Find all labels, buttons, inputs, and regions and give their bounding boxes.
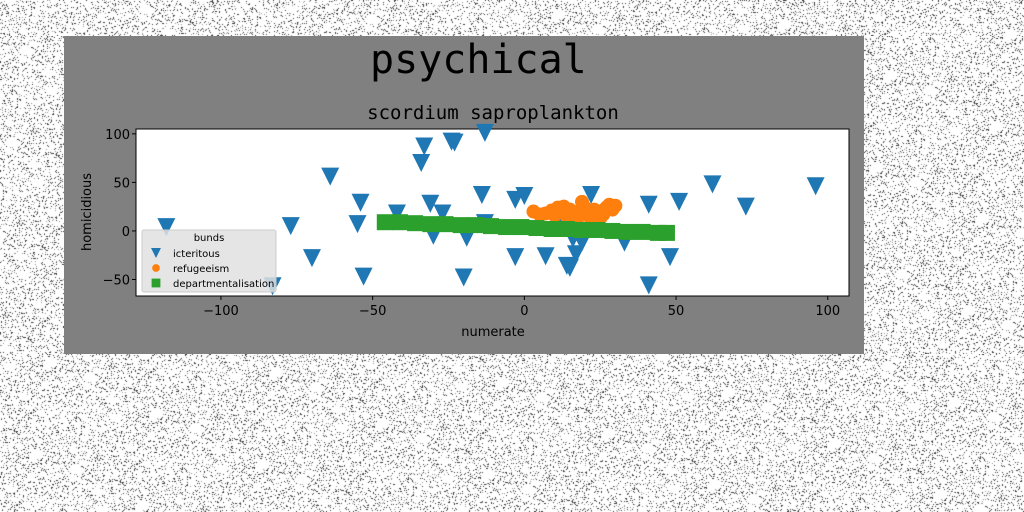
data-point-icteritous: [421, 194, 440, 213]
figure-title: psychical: [370, 37, 587, 83]
data-point-departmentalisation: [558, 221, 575, 238]
data-point-departmentalisation: [407, 215, 424, 232]
data-point-icteritous: [506, 248, 525, 267]
data-point-icteritous: [412, 153, 431, 172]
data-point-departmentalisation: [574, 221, 591, 238]
data-point-refugeeism: [547, 208, 562, 223]
y-tick-label: 100: [105, 128, 130, 143]
legend-box: [141, 229, 277, 293]
data-point-icteritous: [536, 247, 555, 266]
x-axis: −100 −50 0 50 100: [203, 296, 840, 319]
data-point-departmentalisation: [422, 216, 439, 233]
data-point-icteritous: [281, 217, 300, 236]
data-point-icteritous: [582, 186, 601, 205]
data-point-icteritous: [566, 245, 585, 264]
data-point-icteritous: [387, 204, 406, 223]
data-point-departmentalisation: [658, 224, 675, 241]
chart-title: scordium saproplankton: [367, 102, 619, 124]
y-tick-label: −50: [103, 273, 130, 288]
data-point-icteritous: [348, 215, 367, 234]
data-point-refugeeism: [562, 202, 577, 217]
data-point-icteritous: [157, 218, 176, 237]
data-point-icteritous: [573, 233, 592, 252]
data-point-icteritous: [639, 195, 658, 214]
data-point-departmentalisation: [452, 217, 469, 234]
x-tick-label: 100: [815, 304, 840, 319]
data-point-departmentalisation: [528, 220, 545, 237]
data-point-departmentalisation: [482, 218, 499, 235]
data-point-icteritous: [433, 204, 452, 223]
data-point-icteritous: [321, 167, 340, 186]
legend-label: refugeeism: [173, 264, 229, 275]
data-point-icteritous: [806, 177, 825, 196]
x-tick-label: −50: [359, 304, 386, 319]
x-tick-label: −100: [203, 304, 239, 319]
data-point-icteritous: [736, 197, 755, 216]
data-point-departmentalisation: [634, 223, 651, 240]
x-tick-label: 50: [668, 304, 685, 319]
data-point-departmentalisation: [513, 219, 530, 236]
data-point-icteritous: [457, 228, 476, 247]
legend-title: bunds: [194, 233, 225, 244]
data-point-departmentalisation: [376, 214, 393, 231]
y-tick-label: 50: [113, 176, 130, 191]
y-axis-label: homicidious: [80, 173, 95, 251]
y-tick-label: 0: [122, 225, 130, 240]
legend-marker-refugeeism: [152, 264, 160, 272]
data-point-departmentalisation: [619, 223, 636, 240]
legend-marker-icteritous: [151, 248, 161, 258]
legend-marker-departmentalisation: [151, 278, 161, 288]
data-point-icteritous: [351, 193, 370, 212]
data-point-departmentalisation: [437, 216, 454, 233]
y-axis: −50 0 50 100: [103, 128, 136, 288]
figure: psychical scordium saproplankton −100 −50…: [64, 36, 864, 354]
data-point-icteritous: [475, 123, 494, 142]
data-point-icteritous: [472, 186, 491, 205]
data-point-refugeeism: [599, 200, 614, 215]
data-point-departmentalisation: [604, 222, 621, 239]
legend: bunds icteritous refugeeism departmentalis…: [141, 229, 277, 293]
data-point-departmentalisation: [543, 221, 560, 238]
chart-marks: [157, 123, 825, 296]
data-point-refugeeism: [532, 207, 547, 222]
data-point-icteritous: [454, 268, 473, 287]
data-point-departmentalisation: [498, 219, 515, 236]
data-point-departmentalisation: [391, 214, 408, 231]
data-point-departmentalisation: [467, 217, 484, 234]
data-point-icteritous: [660, 248, 679, 267]
data-point-departmentalisation: [589, 221, 606, 238]
data-point-icteritous: [354, 267, 373, 286]
data-point-icteritous: [515, 186, 534, 205]
data-point-icteritous: [445, 133, 464, 152]
data-point-icteritous: [560, 258, 579, 277]
data-point-icteritous: [415, 137, 434, 156]
data-point-icteritous: [703, 175, 722, 194]
x-tick-label: 0: [520, 304, 528, 319]
legend-label: departmentalisation: [173, 279, 274, 290]
legend-label: icteritous: [173, 249, 220, 260]
x-axis-label: numerate: [461, 325, 525, 340]
data-point-icteritous: [670, 192, 689, 211]
data-point-icteritous: [639, 276, 658, 295]
data-point-icteritous: [302, 249, 321, 268]
scatter-chart: scordium saproplankton −100 −50 0 50 100 −50…: [80, 102, 850, 340]
